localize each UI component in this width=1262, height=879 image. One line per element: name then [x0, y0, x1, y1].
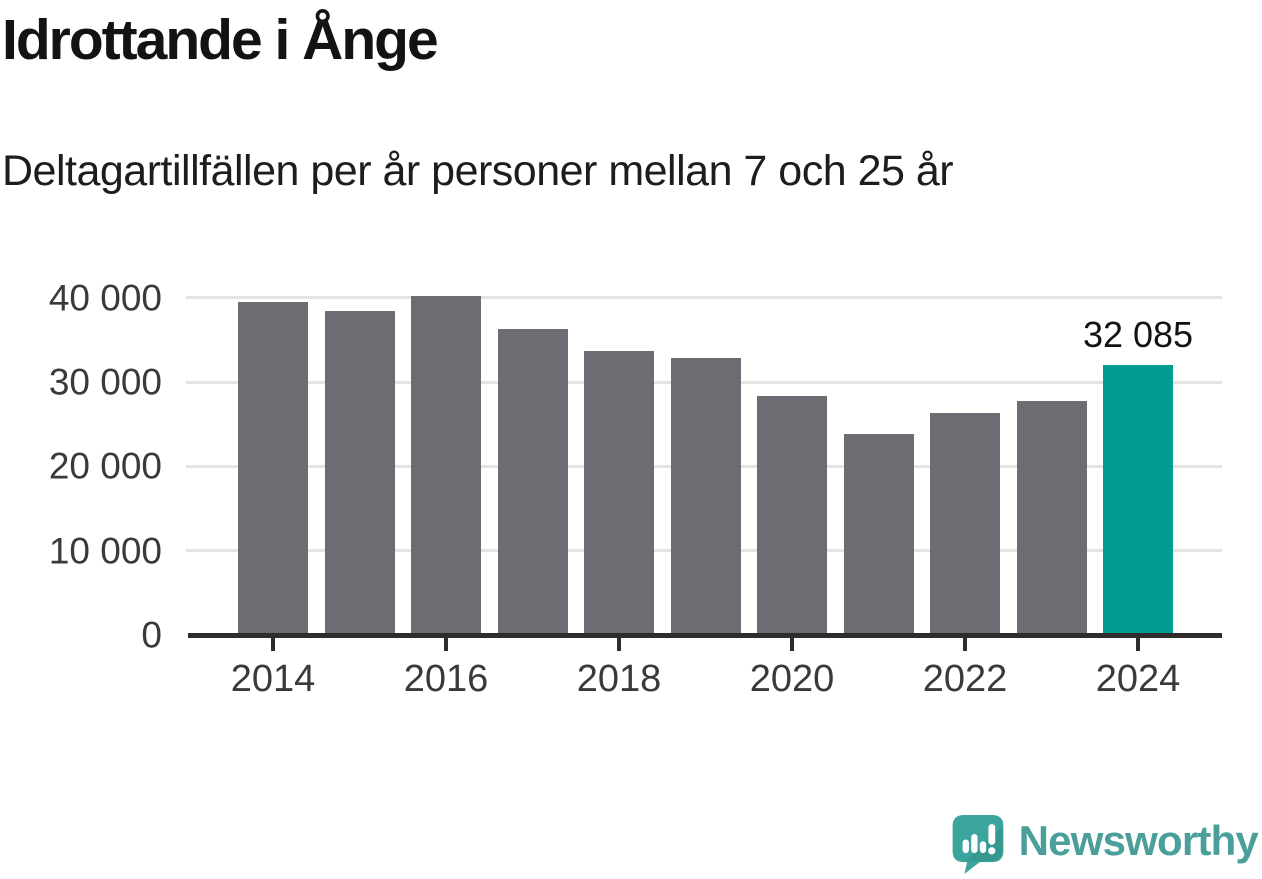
gridline-40000	[186, 296, 1222, 300]
x-axis-label-2018: 2018	[576, 658, 662, 700]
x-axis-tick-2024	[1136, 638, 1140, 651]
bar-2019	[670, 358, 741, 635]
x-axis-tick-2022	[963, 638, 967, 651]
x-axis-tick-2016	[444, 638, 448, 651]
newsworthy-bubble-chart-icon	[952, 815, 1003, 874]
page-title: Idrottande i Ånge	[2, 8, 439, 72]
bar-2022	[930, 413, 1000, 635]
x-axis-tick-2014	[271, 638, 275, 651]
bar-2023	[1016, 401, 1087, 635]
bar-2016	[411, 296, 481, 635]
x-axis-line	[188, 633, 1222, 638]
y-axis-tick-label: 20 000	[48, 445, 162, 487]
bar-2014	[238, 302, 308, 635]
highlight-value-label: 32 085	[1082, 314, 1194, 355]
chart-subtitle: Deltagartillfällen per år personer mella…	[2, 147, 954, 195]
x-axis-tick-2020	[790, 638, 794, 651]
y-axis-tick-label: 10 000	[48, 530, 162, 572]
bar-2021	[843, 434, 914, 635]
bar-2020	[757, 396, 827, 635]
bar-2017	[497, 329, 568, 635]
x-axis-label-2024: 2024	[1095, 658, 1181, 700]
x-axis-label-2022: 2022	[922, 658, 1008, 700]
x-axis-label-2016: 2016	[403, 658, 489, 700]
y-axis-tick-label: 0	[141, 614, 162, 656]
x-axis-label-2020: 2020	[749, 658, 835, 700]
x-axis-tick-2018	[617, 638, 621, 651]
bar-2024	[1103, 365, 1173, 635]
newsworthy-wordmark: Newsworthy	[1018, 817, 1259, 864]
bar-2018	[584, 351, 654, 635]
y-axis-tick-label: 30 000	[48, 361, 162, 403]
y-axis-tick-label: 40 000	[48, 277, 162, 319]
newsworthy-logo: Newsworthy	[949, 812, 1259, 876]
bar-2015	[324, 311, 395, 635]
x-axis-label-2014: 2014	[230, 658, 316, 700]
